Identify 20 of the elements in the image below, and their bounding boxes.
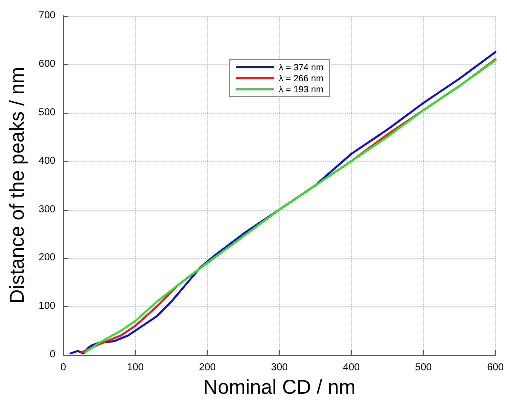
y-tick-label: 0 xyxy=(50,350,56,361)
x-tick-label: 500 xyxy=(415,362,432,374)
y-tick-label: 400 xyxy=(38,156,56,167)
legend-label: λ = 193 nm xyxy=(279,84,324,94)
y-tick-label: 600 xyxy=(38,58,56,70)
x-tick-label: 600 xyxy=(487,362,504,374)
y-tick-label: 500 xyxy=(38,107,56,118)
legend-label: λ = 266 nm xyxy=(279,74,324,84)
x-axis-title: Nominal CD / nm xyxy=(203,377,356,399)
y-axis-title: Distance of the peaks / nm xyxy=(7,67,29,304)
y-tick-label: 200 xyxy=(38,252,56,264)
x-tick-label: 200 xyxy=(199,362,216,374)
y-tick-label: 100 xyxy=(38,301,56,312)
x-tick-label: 100 xyxy=(127,362,144,374)
x-tick-label: 300 xyxy=(271,362,288,374)
y-tick-label: 700 xyxy=(38,10,56,22)
y-tick-label: 300 xyxy=(38,204,56,216)
x-tick-label: 400 xyxy=(343,362,360,374)
legend-label: λ = 374 nm xyxy=(279,62,324,72)
x-tick-label: 0 xyxy=(60,362,67,374)
